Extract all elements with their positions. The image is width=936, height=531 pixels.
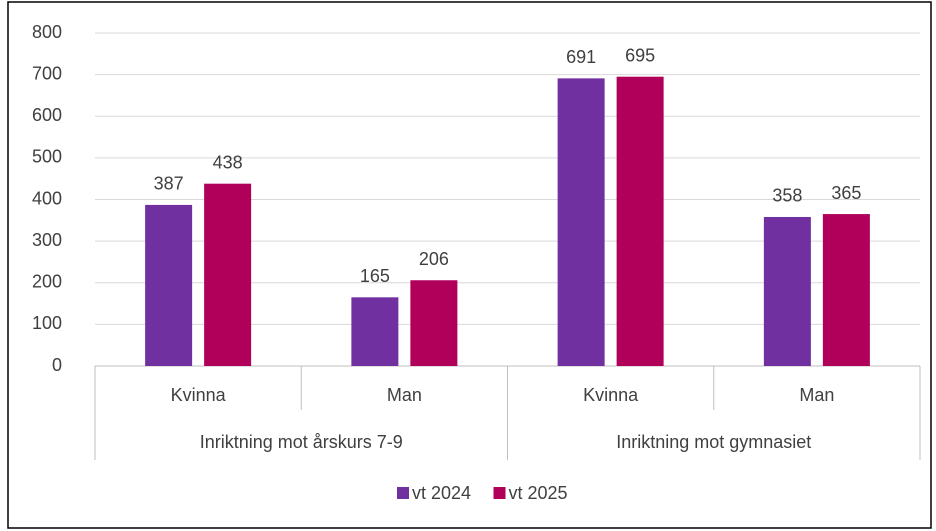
legend-label: vt 2025	[509, 483, 568, 503]
y-tick-label: 600	[32, 105, 62, 125]
y-tick-label: 700	[32, 63, 62, 83]
bar	[410, 280, 458, 366]
bar	[351, 297, 399, 366]
y-tick-label: 300	[32, 230, 62, 250]
value-label: 387	[154, 174, 184, 194]
legend-label: vt 2024	[412, 483, 471, 503]
value-label: 165	[360, 266, 390, 286]
group-label: Inriktning mot årskurs 7-9	[200, 432, 403, 452]
y-tick-label: 200	[32, 272, 62, 292]
value-label: 365	[831, 183, 861, 203]
bar	[145, 204, 193, 366]
value-label: 206	[419, 249, 449, 269]
x-tick-label: Kvinna	[171, 385, 227, 405]
value-label: 358	[772, 186, 802, 206]
bar	[616, 76, 664, 367]
legend-swatch	[397, 487, 409, 499]
group-label: Inriktning mot gymnasiet	[616, 432, 811, 452]
value-label: 438	[213, 152, 243, 172]
bar	[822, 214, 870, 366]
x-tick-label: Kvinna	[583, 385, 639, 405]
bar	[557, 78, 605, 366]
y-tick-label: 800	[32, 22, 62, 42]
y-tick-label: 0	[52, 355, 62, 375]
legend-swatch	[493, 487, 506, 499]
bar	[204, 183, 252, 366]
y-tick-label: 100	[32, 313, 62, 333]
x-tick-label: Man	[387, 385, 422, 405]
value-label: 691	[566, 47, 596, 67]
y-tick-label: 400	[32, 188, 62, 208]
x-tick-label: Man	[799, 385, 834, 405]
y-tick-label: 500	[32, 147, 62, 167]
bar	[763, 216, 811, 366]
value-label: 695	[625, 45, 655, 65]
